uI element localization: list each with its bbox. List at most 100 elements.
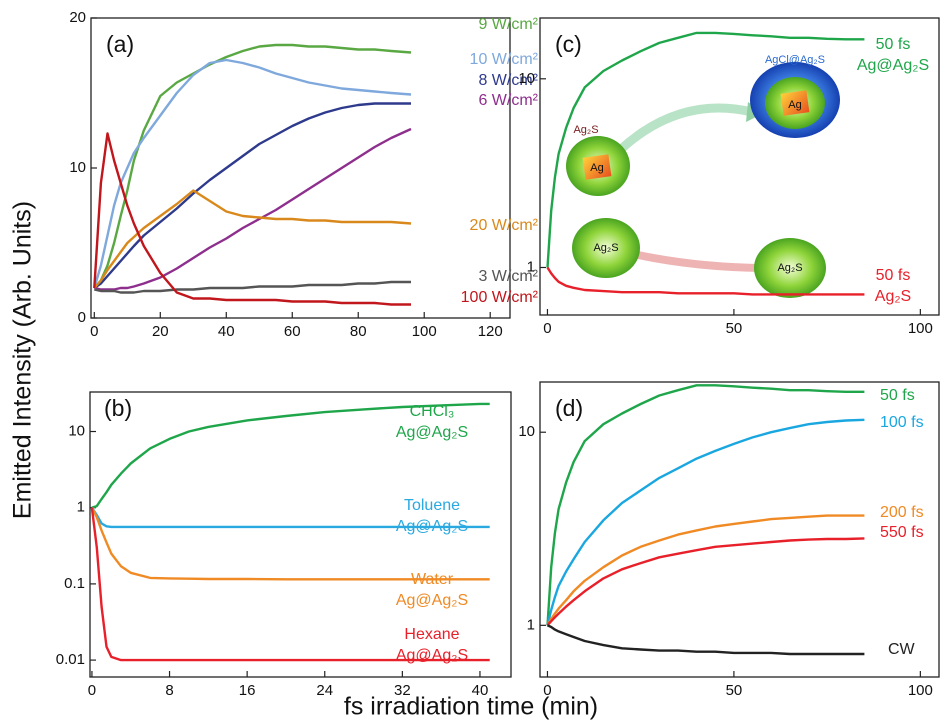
inset-illustration: Ag₂S Ag AgCl@Ag₂S Ag Ag₂S Ag₂S bbox=[566, 54, 840, 298]
y-tick-label: 0 bbox=[78, 309, 86, 326]
data-line bbox=[93, 102, 411, 289]
data-line bbox=[546, 266, 865, 296]
data-line bbox=[90, 507, 490, 581]
data-line bbox=[546, 514, 865, 626]
series-label-line: Water bbox=[411, 571, 454, 588]
arrow bbox=[637, 251, 771, 272]
particle bbox=[572, 218, 640, 278]
inset-label: Ag bbox=[590, 162, 603, 174]
series-label-line: 3 W/cm² bbox=[478, 268, 538, 285]
x-tick-label: 24 bbox=[316, 682, 333, 699]
series-label: Water Ag@Ag₂S bbox=[396, 571, 468, 609]
x-tick-label: 100 bbox=[908, 682, 933, 699]
series-label: CHCl₃ Ag@Ag₂S bbox=[396, 403, 468, 441]
series-label: Hexane Ag@Ag₂S bbox=[396, 626, 468, 664]
series-label-line: 8 W/cm² bbox=[478, 72, 538, 89]
x-tick-label: 80 bbox=[350, 323, 367, 340]
data-line bbox=[546, 418, 865, 626]
series-label: 50 fs bbox=[880, 387, 915, 404]
series-label: 3 W/cm² bbox=[478, 268, 538, 285]
series-label: 6 W/cm² bbox=[478, 92, 538, 109]
x-tick-label: 50 bbox=[726, 682, 743, 699]
x-tick-label: 32 bbox=[394, 682, 411, 699]
x-tick-label: 0 bbox=[543, 682, 551, 699]
series-label-line: 550 fs bbox=[880, 524, 924, 541]
inset-label: Ag bbox=[788, 99, 801, 111]
inset-label: Ag₂S bbox=[593, 242, 618, 254]
data-line bbox=[91, 402, 490, 509]
x-tick-label: 40 bbox=[218, 323, 235, 340]
data-line bbox=[90, 507, 490, 662]
series-label-line: Ag@Ag₂S bbox=[396, 424, 468, 441]
series-label-line: 20 W/cm² bbox=[470, 217, 539, 234]
series-label: Toluene Ag@Ag₂S bbox=[396, 497, 468, 535]
data-line bbox=[94, 280, 411, 294]
y-tick-label: 0.1 bbox=[64, 575, 85, 592]
y-axis-label: Emitted Intensity (Arb. Units) bbox=[9, 201, 37, 519]
series-label-line: 50 fs bbox=[876, 36, 911, 53]
inset-label: AgCl@Ag₂S bbox=[765, 54, 825, 66]
series-label-line: 100 W/cm² bbox=[461, 289, 539, 306]
plot-frame bbox=[539, 381, 940, 678]
panel-label: (b) bbox=[104, 395, 132, 421]
series-label: 200 fs bbox=[880, 504, 924, 521]
panel-label: (d) bbox=[555, 395, 583, 421]
data-line bbox=[93, 58, 412, 289]
x-tick-label: 60 bbox=[284, 323, 301, 340]
series-label: 20 W/cm² bbox=[470, 217, 539, 234]
series-label-line: CHCl₃ bbox=[410, 403, 455, 420]
data-line bbox=[546, 624, 865, 656]
plot-frame bbox=[89, 391, 512, 678]
x-tick-label: 0 bbox=[543, 320, 551, 337]
x-tick-label: 20 bbox=[152, 323, 169, 340]
data-line bbox=[90, 507, 490, 529]
y-tick-label: 1 bbox=[527, 258, 535, 275]
core bbox=[780, 90, 810, 116]
series-label-line: 200 fs bbox=[880, 504, 924, 521]
series-label: 100 W/cm² bbox=[461, 289, 539, 306]
series-label-line: 10 W/cm² bbox=[470, 51, 539, 68]
y-tick-label: 0.01 bbox=[56, 651, 85, 668]
arrow bbox=[616, 103, 754, 154]
series-label: 9 W/cm² bbox=[478, 16, 538, 33]
series-label-line: Hexane bbox=[404, 626, 459, 643]
inset-label: Ag₂S bbox=[573, 124, 598, 136]
series-label: 550 fs bbox=[880, 524, 924, 541]
data-line bbox=[93, 189, 412, 289]
core bbox=[582, 154, 612, 180]
plot-frame bbox=[90, 17, 511, 319]
series-label-line: 50 fs bbox=[880, 387, 915, 404]
x-tick-label: 0 bbox=[88, 682, 96, 699]
series-label: 50 fs Ag₂S bbox=[875, 267, 911, 305]
data-line bbox=[93, 132, 411, 306]
y-tick-label: 1 bbox=[77, 499, 85, 516]
plot-frame bbox=[539, 17, 940, 316]
series-label-line: CW bbox=[888, 641, 916, 658]
series-label: 8 W/cm² bbox=[478, 72, 538, 89]
x-axis-label: fs irradiation time (min) bbox=[344, 693, 598, 721]
y-tick-label: 10 bbox=[69, 159, 86, 176]
series-label-line: 100 fs bbox=[880, 414, 924, 431]
series-label: 100 fs bbox=[880, 414, 924, 431]
series-label-line: Toluene bbox=[404, 497, 460, 514]
series-label: 10 W/cm² bbox=[470, 51, 539, 68]
data-line bbox=[93, 43, 412, 289]
series-label-line: Ag@Ag₂S bbox=[396, 518, 468, 535]
series-label-line: 6 W/cm² bbox=[478, 92, 538, 109]
series-label-line: Ag@Ag₂S bbox=[396, 592, 468, 609]
data-line bbox=[546, 384, 865, 626]
x-tick-label: 50 bbox=[726, 320, 743, 337]
series-label-line: Ag@Ag₂S bbox=[857, 57, 929, 74]
y-tick-label: 20 bbox=[69, 9, 86, 26]
x-tick-label: 40 bbox=[472, 682, 489, 699]
series-label-line: Ag₂S bbox=[875, 288, 911, 305]
series-label-line: Ag@Ag₂S bbox=[396, 647, 468, 664]
data-line bbox=[546, 537, 865, 627]
particle bbox=[754, 238, 826, 298]
y-tick-label: 10 bbox=[518, 423, 535, 440]
y-tick-label: 10 bbox=[68, 422, 85, 439]
data-line bbox=[94, 127, 412, 291]
series-label-line: 9 W/cm² bbox=[478, 16, 538, 33]
panel-label: (a) bbox=[106, 31, 134, 57]
